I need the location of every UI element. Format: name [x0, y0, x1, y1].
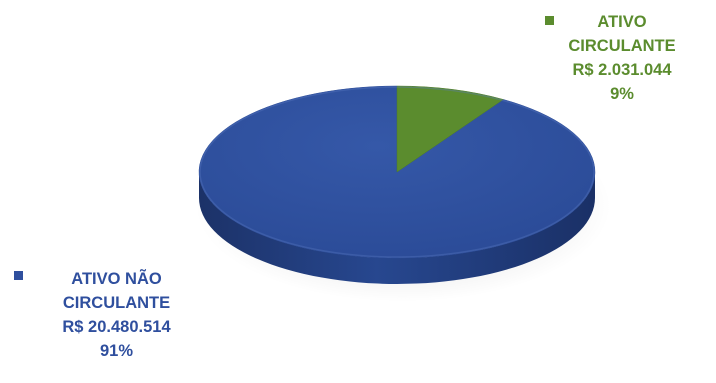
label-ac-line2: CIRCULANTE — [568, 37, 676, 55]
pie-side-wall — [199, 172, 595, 284]
legend-marker-ativo-circulante — [545, 16, 554, 25]
label-anc-line2: CIRCULANTE — [62, 294, 171, 312]
data-label-ativo-nao-circulante: ATIVO NÃO CIRCULANTE R$ 20.480.514 91% — [34, 267, 199, 363]
data-label-ativo-circulante: ATIVO CIRCULANTE R$ 2.031.044 9% — [560, 10, 684, 106]
label-anc-percent: 91% — [99, 342, 134, 360]
pie-rim-highlight — [199, 86, 595, 258]
legend-marker-ativo-nao-circulante — [14, 271, 23, 280]
label-ac-value: R$ 2.031.044 — [572, 61, 672, 79]
label-ac-percent: 9% — [610, 85, 634, 103]
label-anc-value: R$ 20.480.514 — [62, 318, 171, 336]
label-anc-line1: ATIVO NÃO — [71, 270, 162, 288]
label-ac-line1: ATIVO — [597, 13, 647, 31]
pie-slice-ativo-circulante — [396, 85, 504, 173]
